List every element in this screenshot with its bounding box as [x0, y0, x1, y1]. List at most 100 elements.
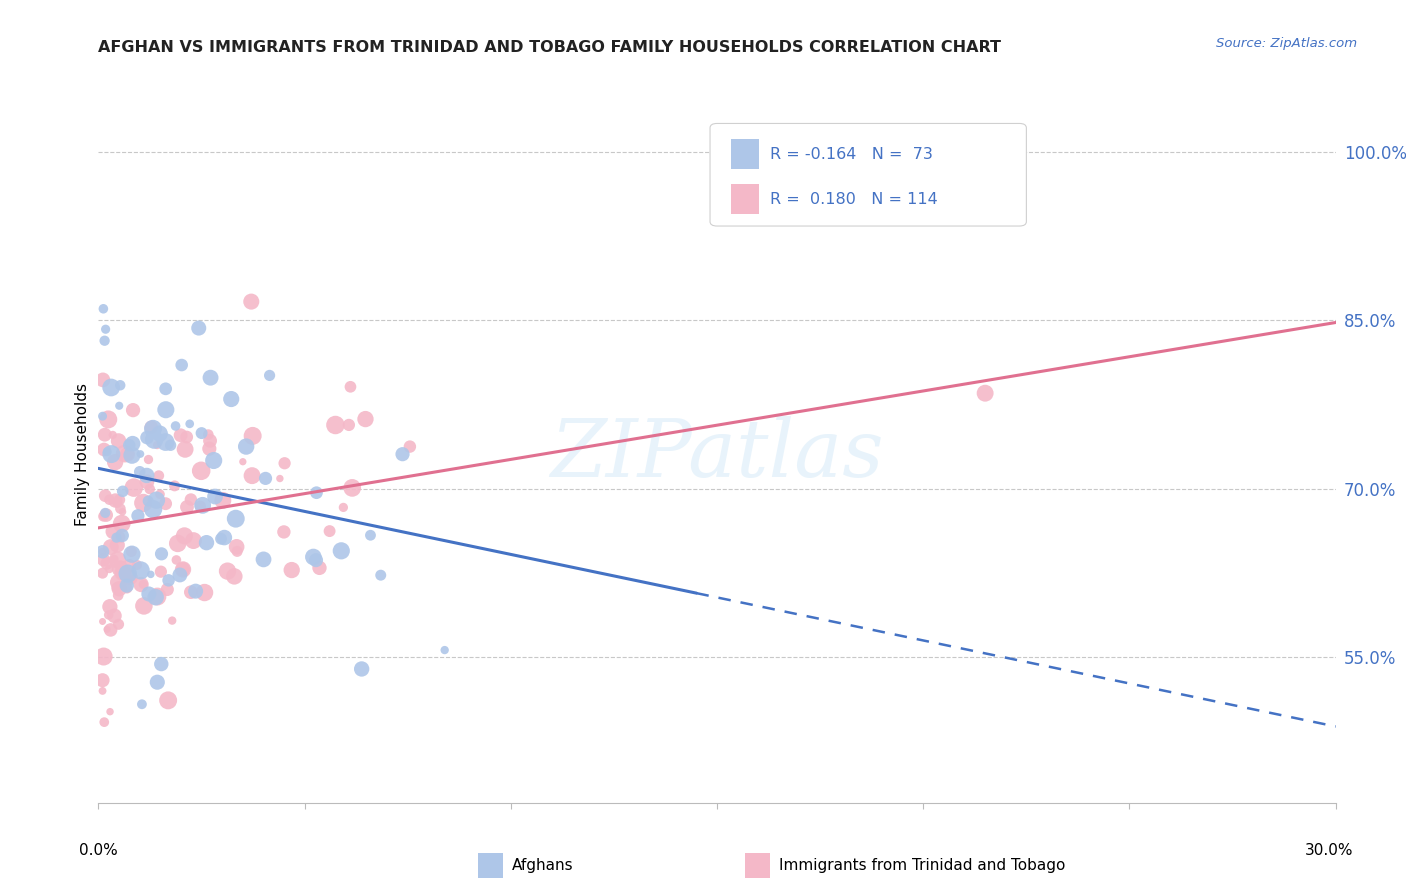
- Point: [142, 422, 165, 436]
- Point: [107, 575, 129, 590]
- Y-axis label: Family Households: Family Households: [75, 384, 90, 526]
- Point: [359, 528, 381, 542]
- Point: [242, 429, 264, 443]
- Point: [174, 442, 197, 457]
- Point: [155, 402, 177, 417]
- Point: [136, 494, 159, 508]
- Point: [172, 562, 194, 576]
- Point: [433, 643, 456, 657]
- Point: [96, 557, 118, 571]
- Point: [122, 403, 145, 417]
- Point: [107, 434, 129, 448]
- Point: [318, 524, 340, 538]
- Point: [150, 657, 173, 671]
- Point: [111, 505, 134, 519]
- Point: [91, 409, 114, 424]
- Point: [93, 715, 115, 730]
- Text: R =  0.180   N = 114: R = 0.180 N = 114: [770, 192, 938, 207]
- Point: [138, 452, 160, 467]
- Point: [121, 547, 143, 561]
- Point: [118, 438, 141, 452]
- Point: [94, 506, 117, 520]
- Point: [100, 380, 122, 394]
- Point: [132, 496, 155, 510]
- Point: [200, 370, 222, 384]
- Point: [273, 524, 295, 539]
- Point: [155, 435, 177, 450]
- Point: [111, 566, 134, 580]
- Point: [155, 497, 177, 511]
- Point: [184, 584, 207, 599]
- Point: [108, 492, 131, 507]
- Point: [108, 399, 131, 413]
- Point: [259, 368, 281, 383]
- Point: [160, 614, 183, 628]
- Point: [122, 481, 145, 495]
- Point: [93, 442, 115, 457]
- Point: [94, 489, 117, 503]
- Point: [350, 662, 373, 676]
- Point: [391, 447, 413, 461]
- Point: [974, 386, 997, 401]
- Point: [269, 471, 291, 485]
- Point: [107, 589, 129, 603]
- Point: [96, 623, 118, 637]
- Point: [305, 553, 328, 567]
- Point: [204, 490, 226, 504]
- Point: [146, 590, 169, 604]
- Point: [180, 585, 202, 599]
- Point: [170, 358, 193, 372]
- Point: [91, 615, 114, 629]
- Point: [337, 417, 360, 432]
- Point: [141, 420, 163, 434]
- Point: [108, 530, 131, 544]
- Point: [115, 581, 138, 595]
- Point: [190, 464, 212, 478]
- Point: [217, 564, 239, 578]
- Point: [136, 475, 159, 489]
- Point: [240, 468, 263, 483]
- Point: [98, 599, 121, 614]
- Point: [191, 499, 214, 513]
- Point: [93, 649, 115, 664]
- Point: [121, 448, 143, 462]
- Point: [159, 438, 181, 452]
- Point: [211, 493, 233, 508]
- Point: [176, 500, 198, 514]
- Point: [103, 608, 125, 623]
- Point: [143, 433, 166, 447]
- Point: [138, 587, 160, 601]
- Point: [93, 334, 115, 348]
- Point: [146, 675, 169, 690]
- Point: [97, 607, 120, 622]
- Point: [91, 673, 114, 688]
- Point: [103, 552, 125, 566]
- Point: [354, 412, 377, 426]
- Point: [226, 544, 249, 558]
- Point: [114, 446, 136, 460]
- Point: [332, 500, 354, 515]
- Point: [125, 558, 148, 572]
- Point: [157, 693, 180, 707]
- Point: [117, 566, 139, 581]
- Point: [193, 585, 215, 599]
- Text: Afghans: Afghans: [512, 858, 574, 872]
- Point: [93, 509, 115, 524]
- Point: [132, 599, 155, 613]
- Point: [91, 373, 114, 387]
- Point: [129, 447, 152, 461]
- Point: [105, 531, 128, 545]
- Point: [179, 417, 201, 431]
- Point: [188, 500, 211, 514]
- Point: [121, 436, 143, 450]
- Point: [98, 492, 121, 507]
- Point: [108, 378, 131, 392]
- Point: [149, 426, 172, 441]
- Point: [97, 412, 120, 426]
- Point: [129, 563, 152, 577]
- Point: [139, 567, 162, 582]
- Point: [104, 455, 127, 469]
- Point: [209, 532, 232, 546]
- Point: [107, 553, 129, 567]
- Point: [240, 294, 263, 309]
